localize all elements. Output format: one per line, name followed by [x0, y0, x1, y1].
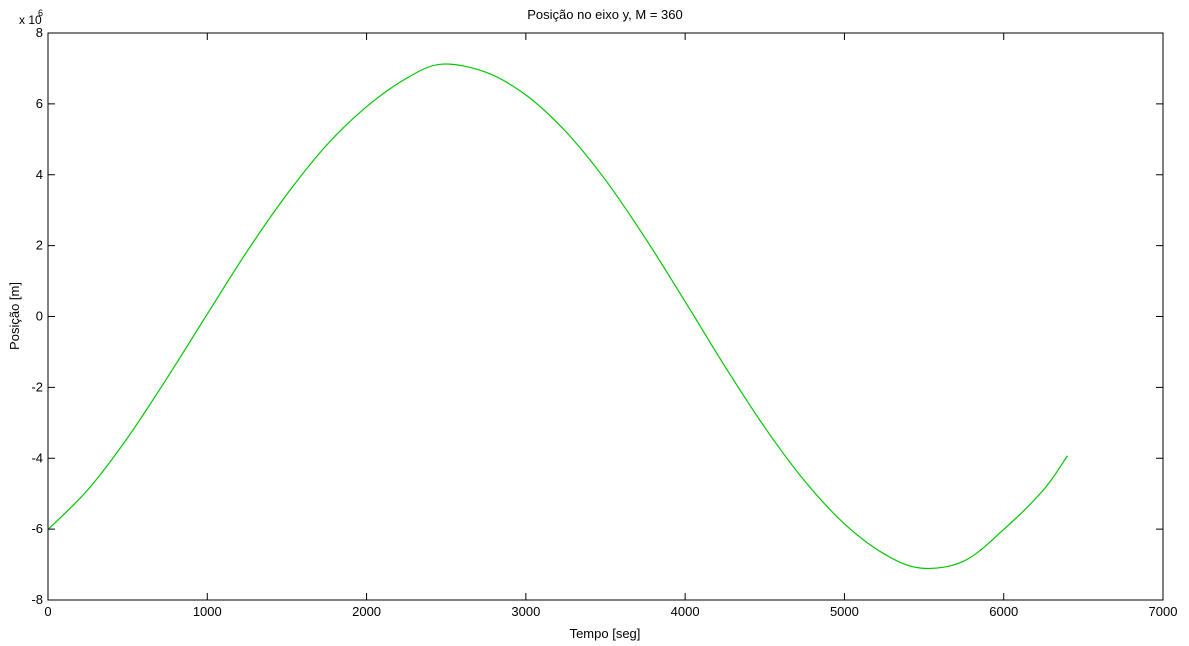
- x-axis-label: Tempo [seg]: [570, 626, 641, 641]
- y-multiplier-exponent: 6: [38, 8, 43, 18]
- chart-title: Posição no eixo y, M = 360: [527, 7, 683, 22]
- y-tick-label: 6: [36, 96, 43, 111]
- ticks-layer: 0 1000 2000 3000 4000 5000 6000 7000 -8 -6 -4 -2 0 2 4…: [31, 25, 1177, 619]
- y-tick-label: -4: [31, 450, 43, 465]
- x-tick-label: 5000: [830, 604, 859, 619]
- x-tick-label: 1000: [193, 604, 222, 619]
- y-tick-label: 8: [36, 25, 43, 40]
- y-axis-label: Posição [m]: [7, 282, 22, 350]
- x-tick-label: 6000: [989, 604, 1018, 619]
- x-tick-label: 3000: [511, 604, 540, 619]
- x-tick-label: 2000: [352, 604, 381, 619]
- y-tick-label: -6: [31, 521, 43, 536]
- series-layer: [47, 63, 1068, 570]
- y-tick-label: 2: [36, 238, 43, 253]
- y-tick-label: 4: [36, 167, 43, 182]
- x-tick-label: 0: [44, 604, 51, 619]
- series-line: [47, 63, 1068, 570]
- x-tick-label: 7000: [1149, 604, 1178, 619]
- y-tick-label: -2: [31, 379, 43, 394]
- y-tick-label: 0: [36, 309, 43, 324]
- plot-area: [47, 32, 1164, 601]
- x-tick-label: 4000: [671, 604, 700, 619]
- y-multiplier-label: x 10: [19, 13, 42, 27]
- y-tick-label: -8: [31, 592, 43, 607]
